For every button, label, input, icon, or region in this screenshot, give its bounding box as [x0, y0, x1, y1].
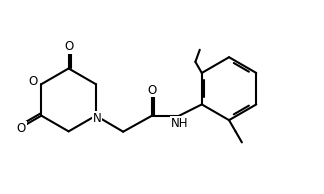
- Text: O: O: [147, 84, 157, 97]
- Text: O: O: [17, 122, 26, 135]
- Text: N: N: [93, 112, 101, 125]
- Text: O: O: [29, 75, 38, 88]
- Text: O: O: [64, 40, 73, 53]
- Text: NH: NH: [170, 117, 188, 130]
